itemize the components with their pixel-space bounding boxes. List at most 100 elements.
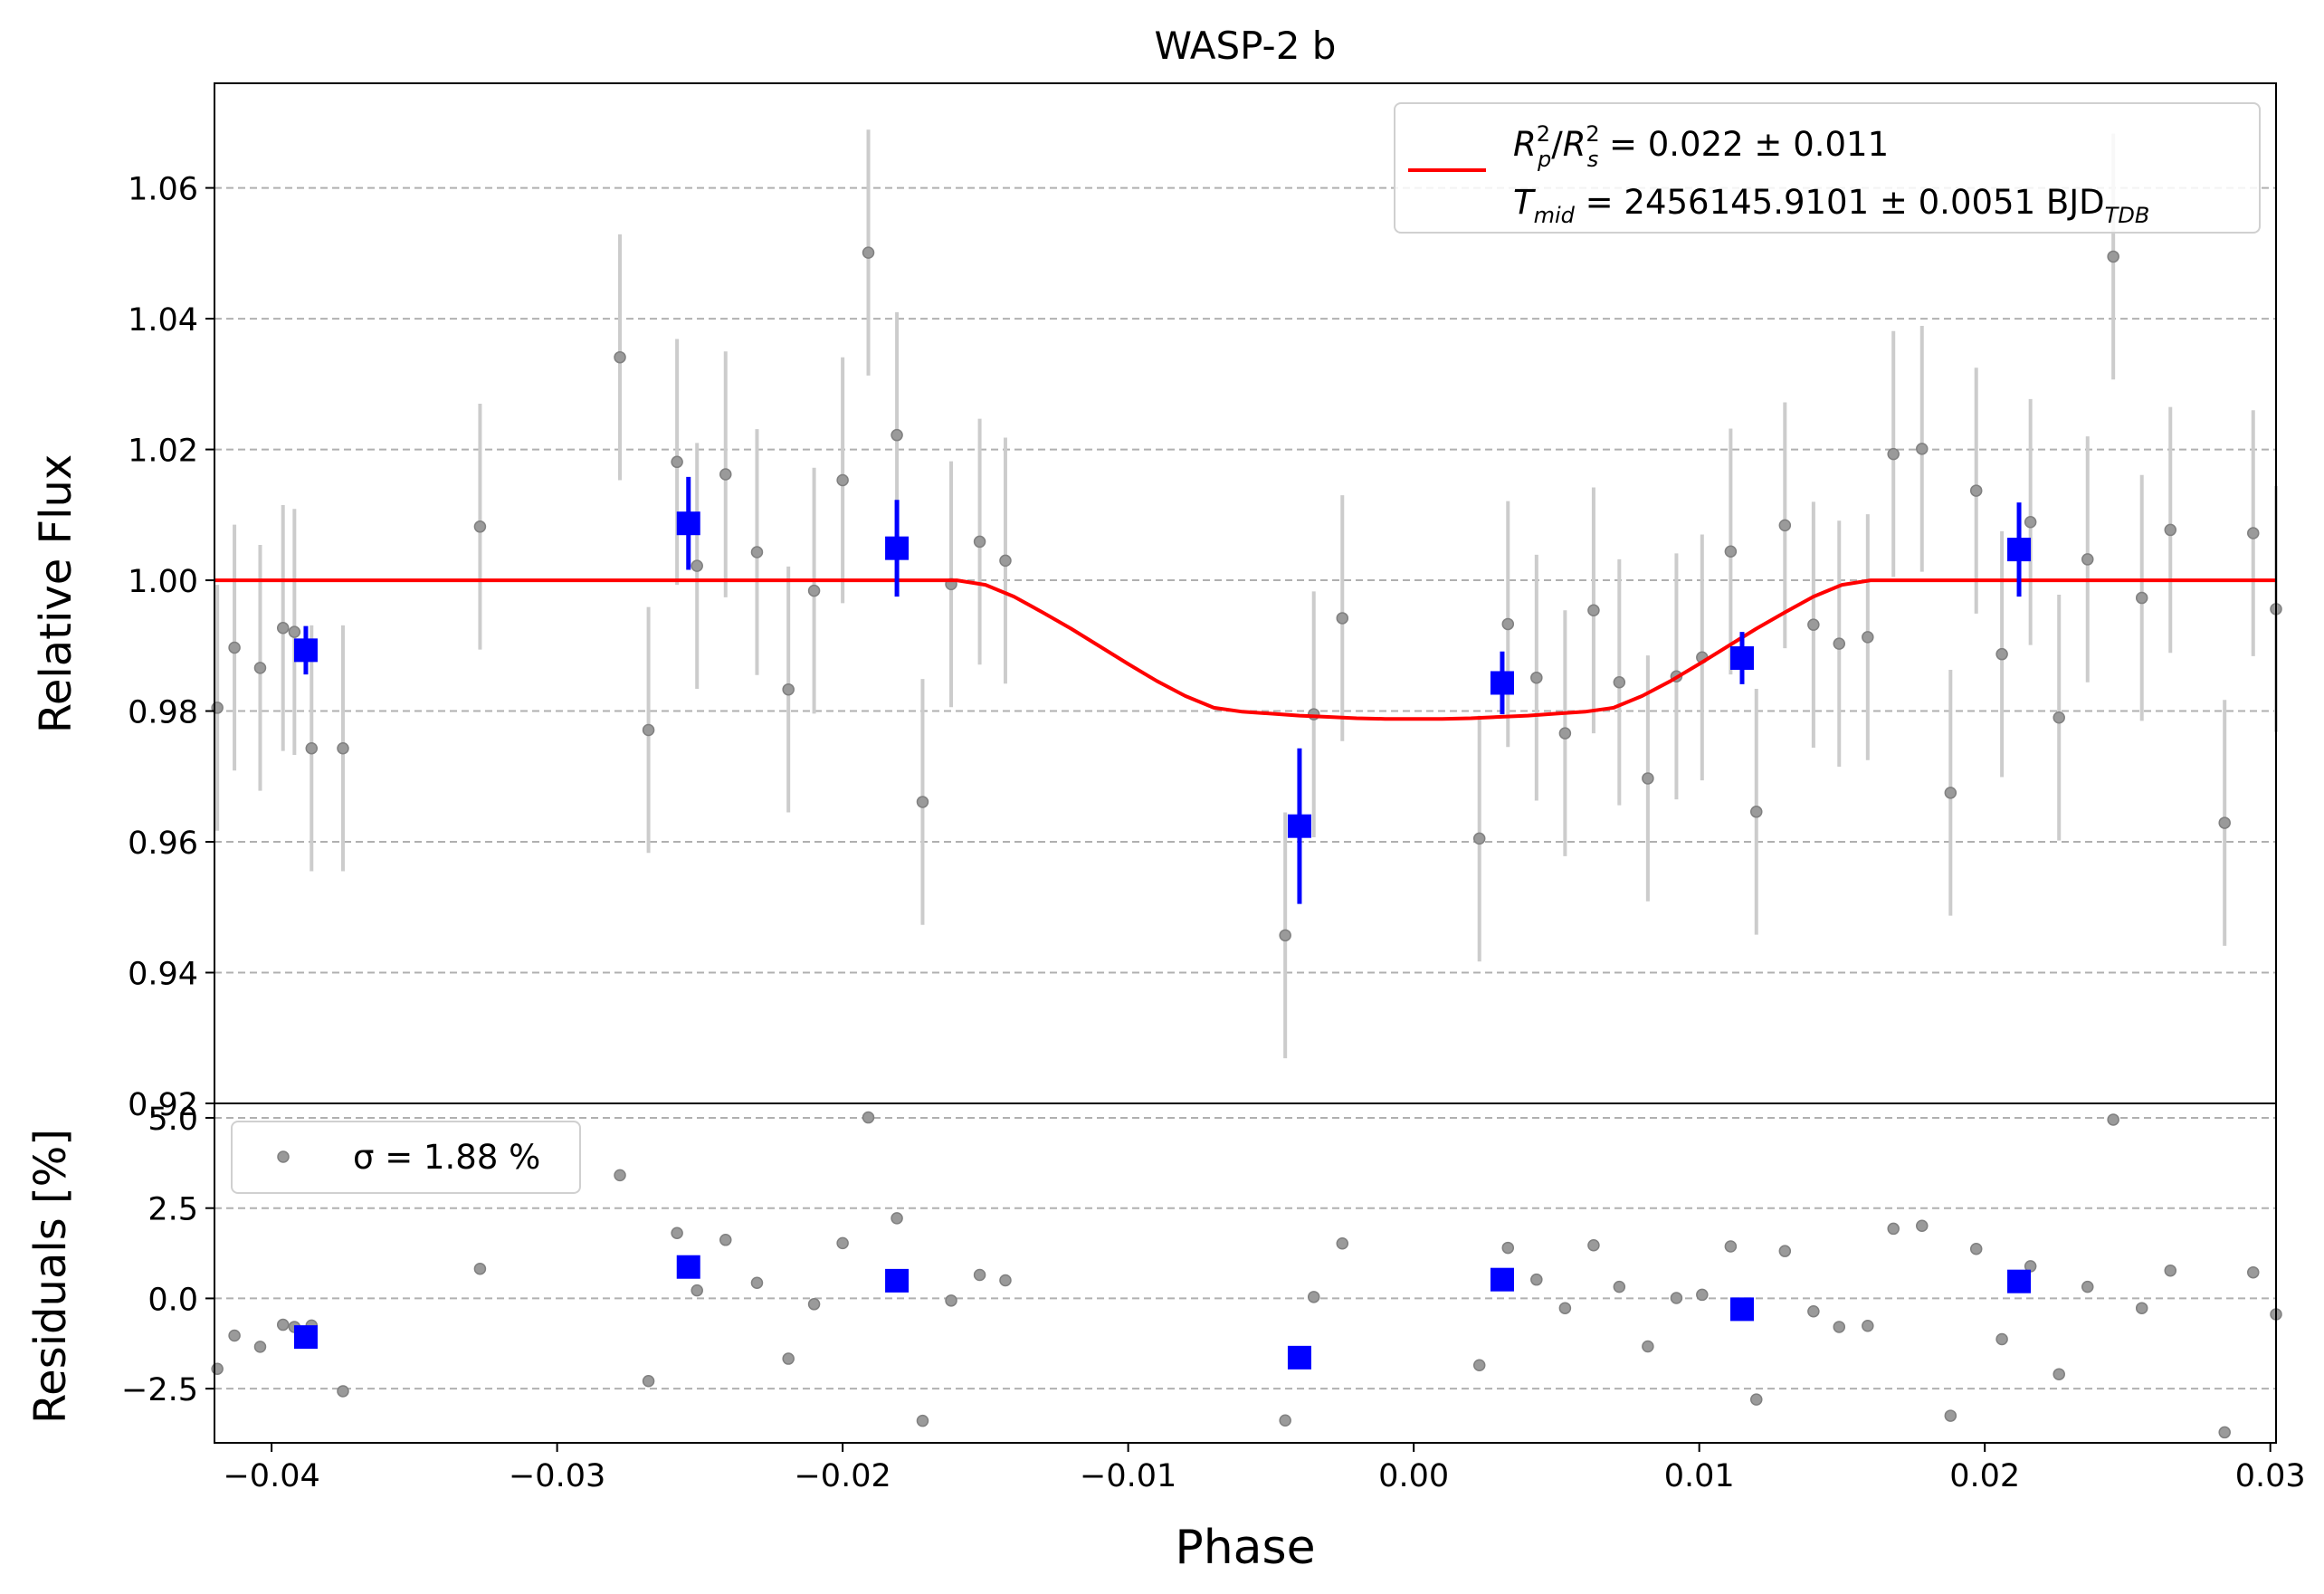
residual-point <box>2053 1368 2065 1380</box>
raw-data-point <box>862 246 875 259</box>
raw-data-point <box>1833 637 1846 650</box>
top-y-axis-label: Relative Flux <box>31 454 81 734</box>
residual-point <box>1587 1239 1600 1252</box>
residual-point <box>1778 1245 1792 1257</box>
bottom-y-ticks: −2.5 0.0 2.5 5.0 <box>121 1102 214 1408</box>
raw-data-point <box>473 520 487 533</box>
x-axis-label: Phase <box>1175 1521 1315 1575</box>
residual-point <box>1696 1288 1709 1302</box>
binned-data-point <box>1490 671 1514 695</box>
raw-data-point <box>891 428 903 442</box>
residual-point <box>1336 1237 1349 1250</box>
x-ticks: −0.04 −0.03 −0.02 −0.01 0.00 0.01 0.02 0.03 <box>223 1443 2306 1494</box>
residual-point <box>916 1414 929 1427</box>
top-y-tick-label: 0.94 <box>128 957 198 993</box>
x-tick-label: −0.02 <box>794 1458 891 1494</box>
residual-point <box>1750 1393 1763 1406</box>
residual-legend: σ = 1.88 % <box>231 1121 581 1194</box>
top-legend-box <box>1394 102 2261 234</box>
residual-point <box>862 1111 875 1124</box>
residual-point <box>1807 1305 1820 1318</box>
raw-data-point <box>2164 523 2177 537</box>
residual-point <box>1558 1302 1572 1314</box>
bottom-grid <box>214 1116 2276 1390</box>
residual-point <box>2081 1280 2094 1293</box>
top-legend: R2 p/R2 s = 0.022 ± 0.011 Tmid = 2456145.9… <box>1394 102 2261 234</box>
raw-data-point <box>1916 443 1929 455</box>
residual-point <box>253 1341 267 1353</box>
x-tick-label: −0.01 <box>1080 1458 1176 1494</box>
binned-residual-point <box>1490 1267 1514 1292</box>
residual-point <box>1279 1414 1291 1427</box>
raw-data-point <box>1862 631 1874 644</box>
bottom-points <box>211 1111 2282 1439</box>
residual-point <box>1307 1291 1320 1303</box>
residual-point <box>1995 1332 2008 1346</box>
binned-data-point <box>293 638 318 663</box>
top-y-ticks: 0.92 0.94 0.96 0.98 1.00 1.02 1.04 1.06 <box>128 172 214 1123</box>
residual-point <box>1833 1321 1846 1333</box>
bottom-y-tick-label: 5.0 <box>148 1102 198 1138</box>
raw-data-point <box>671 455 683 469</box>
raw-data-point <box>1969 484 1983 497</box>
binned-data-point <box>676 511 700 536</box>
x-tick-label: 0.03 <box>2235 1458 2306 1494</box>
residual-legend-marker <box>277 1150 290 1163</box>
top-y-tick-label: 0.96 <box>128 826 198 862</box>
binned-residual-point <box>2007 1269 2032 1293</box>
x-tick-label: 0.02 <box>1949 1458 2020 1494</box>
residual-legend-label: σ = 1.88 % <box>353 1138 540 1177</box>
raw-data-point <box>807 584 821 597</box>
bottom-y-tick-label: −2.5 <box>121 1372 198 1408</box>
raw-data-point <box>1887 447 1900 461</box>
residual-point <box>2218 1426 2231 1439</box>
raw-data-point <box>719 468 732 481</box>
raw-data-point <box>1995 647 2008 661</box>
residual-point <box>473 1262 487 1275</box>
residual-point <box>1472 1359 1486 1371</box>
residual-point <box>211 1362 224 1375</box>
residual-point <box>945 1294 957 1307</box>
residual-point <box>276 1318 290 1332</box>
binned-residual-point <box>293 1325 318 1350</box>
residual-point <box>836 1236 849 1250</box>
residual-point <box>973 1268 986 1282</box>
raw-data-point <box>1778 519 1792 532</box>
binned-data-point <box>885 536 910 560</box>
transit-model-line <box>214 578 2276 721</box>
raw-data-point <box>1587 604 1600 617</box>
top-y-tick-label: 1.00 <box>128 564 198 600</box>
residual-point <box>614 1169 626 1182</box>
raw-data-point <box>337 741 349 755</box>
top-y-tick-label: 1.04 <box>128 302 198 339</box>
binned-residual-point <box>1729 1297 1754 1322</box>
binned-residual-point <box>1287 1345 1311 1370</box>
residual-point <box>1501 1241 1515 1255</box>
bottom-binned <box>293 1255 2032 1370</box>
x-tick-label: −0.04 <box>223 1458 319 1494</box>
raw-data-point <box>1944 787 1957 799</box>
top-y-tick-label: 1.06 <box>128 172 198 208</box>
residual-point <box>691 1284 703 1297</box>
bottom-plot-frame <box>214 1102 2277 1444</box>
residual-point <box>642 1375 655 1388</box>
residual-point <box>337 1385 349 1398</box>
raw-data-point <box>2053 711 2065 724</box>
top-y-tick-label: 0.92 <box>128 1087 198 1123</box>
residual-point <box>1724 1240 1738 1253</box>
raw-data-point <box>1613 676 1626 689</box>
residual-point <box>1642 1340 1654 1353</box>
raw-data-point <box>2135 591 2148 605</box>
top-model <box>214 578 2276 721</box>
raw-data-point <box>2024 516 2037 529</box>
residual-point <box>2164 1264 2177 1277</box>
residual-point <box>1969 1243 1983 1255</box>
residual-legend-box <box>231 1121 581 1194</box>
residual-point <box>782 1352 795 1365</box>
raw-data-point <box>1724 545 1738 558</box>
raw-data-point <box>2218 816 2231 829</box>
residual-point <box>228 1329 241 1342</box>
raw-data-point <box>1807 618 1820 631</box>
